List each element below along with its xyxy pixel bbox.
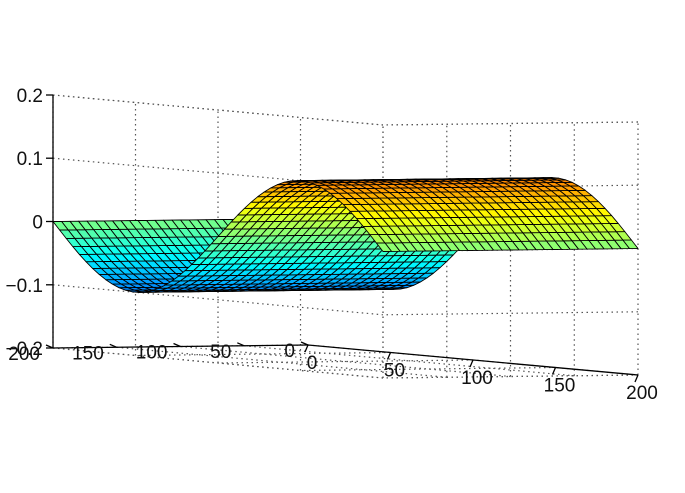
z-tick-label: 0.2 xyxy=(17,86,43,107)
x-tick-mark xyxy=(551,367,557,375)
x-tick-label: 150 xyxy=(544,376,576,397)
x-tick-mark xyxy=(304,344,309,353)
y-tick-label: 50 xyxy=(210,342,231,363)
x-tick-label: 0 xyxy=(307,353,318,374)
z-tick-label: −0.1 xyxy=(5,276,43,297)
surface-patch xyxy=(52,220,69,231)
grid-line xyxy=(382,121,639,126)
x-tick-mark xyxy=(386,352,392,360)
x-tick-label: 50 xyxy=(384,361,405,382)
grid-line xyxy=(180,345,511,378)
y-tick-mark xyxy=(300,341,309,346)
grid-line xyxy=(116,346,447,378)
grid-line xyxy=(52,284,384,316)
y-tick-label: 200 xyxy=(8,344,40,365)
surface-mesh xyxy=(52,177,639,293)
y-tick-mark xyxy=(237,342,245,347)
grid-line xyxy=(300,366,556,372)
z-tick-label: 0 xyxy=(32,213,43,234)
x-tick-label: 100 xyxy=(461,368,493,389)
y-tick-label: 100 xyxy=(136,343,168,364)
grid-line xyxy=(52,347,384,379)
grid-line xyxy=(135,351,391,357)
x-tick-label: 200 xyxy=(626,383,658,404)
axes xyxy=(45,94,639,383)
z-tick-label: −0.2 xyxy=(5,339,43,360)
y-tick-label: 0 xyxy=(284,341,295,362)
y-tick-label: 150 xyxy=(72,343,104,364)
y-tick-mark xyxy=(109,343,118,348)
x-tick-mark xyxy=(469,359,474,368)
z-tick-label: 0.1 xyxy=(17,149,43,170)
grid-line xyxy=(382,121,639,126)
grid-line xyxy=(382,311,639,316)
grid-line xyxy=(52,94,384,126)
y-tick-mark xyxy=(173,342,181,348)
x-tick-mark xyxy=(634,374,639,383)
grid-line xyxy=(244,345,575,377)
